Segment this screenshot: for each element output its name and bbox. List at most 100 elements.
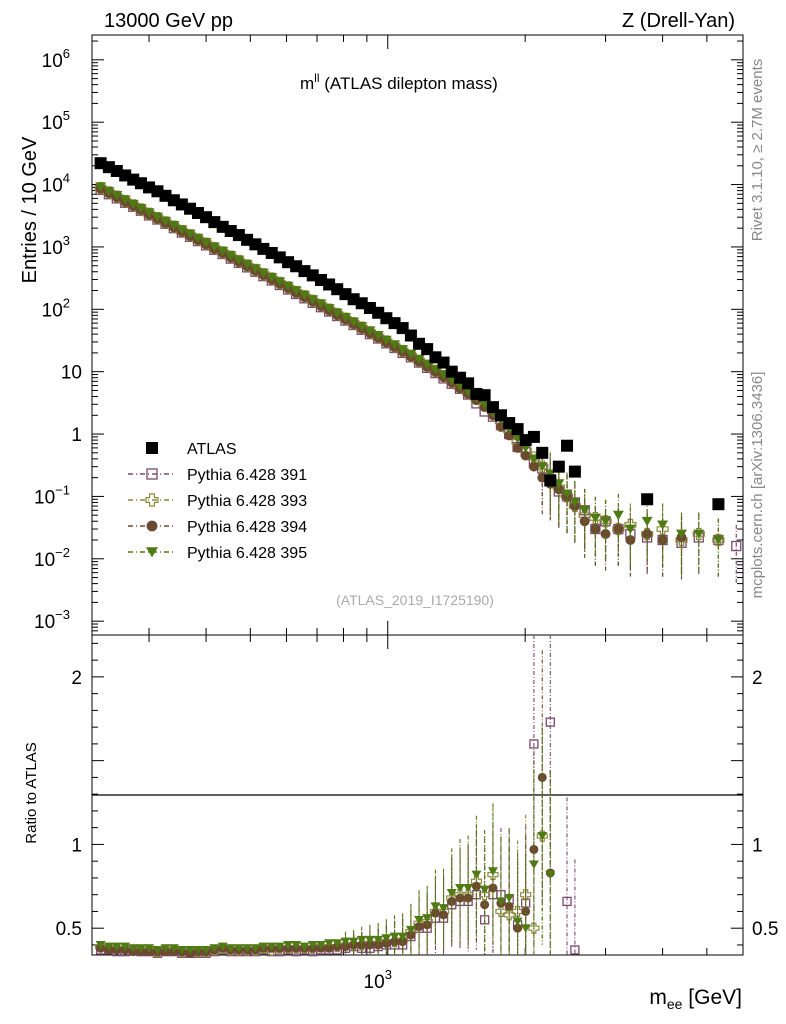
mc-point <box>397 345 409 355</box>
mc-point <box>339 313 351 323</box>
mcplots-annotation: mcplots.cern.ch [arXiv:1306.3436] <box>749 372 766 599</box>
ratio-data-points <box>95 635 580 958</box>
ratio-point <box>537 832 548 841</box>
mc-point <box>307 295 319 305</box>
ratio-point <box>447 896 457 906</box>
ratio-point <box>390 937 400 947</box>
mc-point <box>95 182 107 192</box>
mc-point <box>217 246 229 257</box>
ratio-point <box>381 938 391 948</box>
ratio-y-tick-label: 1 <box>71 835 82 856</box>
mc-point <box>579 505 591 516</box>
atlas-point <box>511 423 524 436</box>
ratio-point <box>242 944 253 953</box>
mc-point <box>528 461 539 472</box>
main-y-tick-label: 10 <box>61 363 82 384</box>
atlas-point <box>712 498 725 511</box>
analysis-watermark: (ATLAS_2019_I1725190) <box>336 592 494 608</box>
atlas-point <box>544 474 557 487</box>
ratio-point <box>324 939 335 948</box>
ratio-point <box>495 905 507 918</box>
ratio-plot: Ratio to ATLAS 0.5 0.5 1 1 2 2 103 mee [GeV] <box>23 634 778 1012</box>
atlas-point <box>552 460 565 473</box>
main-y-tick-label: 104 <box>42 171 70 197</box>
mc-point <box>624 518 637 531</box>
ratio-point <box>356 935 367 945</box>
ratio-point <box>283 940 294 950</box>
main-y-axis-label: Entries / 10 GeV <box>19 136 41 283</box>
mc-point <box>389 340 401 350</box>
ratio-point <box>463 893 473 903</box>
main-series-0 <box>94 157 725 511</box>
x-axis-label: mee [GeV] <box>649 986 742 1012</box>
ratio-point <box>422 914 433 923</box>
main-x-ticks <box>148 35 744 635</box>
ratio-series-3 <box>95 727 556 955</box>
mc-point <box>315 299 327 309</box>
ratio-y-tick-label: 2 <box>71 668 82 689</box>
ratio-point <box>520 889 532 901</box>
mc-point <box>274 277 286 287</box>
atlas-point <box>478 389 491 402</box>
mc-point <box>290 286 302 296</box>
mc-point <box>208 242 220 252</box>
ratio-point <box>168 944 179 953</box>
ratio-point <box>250 944 261 953</box>
ratio-point <box>324 943 334 953</box>
ratio-point <box>340 937 351 947</box>
mc-point <box>656 522 669 536</box>
mc-point <box>143 208 155 218</box>
ratio-point <box>537 772 547 782</box>
ratio-point <box>233 944 244 953</box>
ratio-point <box>512 905 524 918</box>
ratio-point <box>545 717 555 727</box>
main-data-points <box>94 157 742 584</box>
ratio-x-ticks: 103 <box>148 635 744 993</box>
ratio-point <box>111 942 122 952</box>
atlas-point <box>527 430 540 443</box>
mc-point <box>624 524 636 534</box>
ratio-point <box>389 932 400 942</box>
ratio-point <box>299 942 310 952</box>
legend-label: Pythia 6.428 395 <box>187 545 307 562</box>
mc-point <box>160 216 172 227</box>
ratio-point <box>307 940 318 950</box>
ratio-point <box>570 945 580 955</box>
mc-point <box>323 304 335 314</box>
atlas-point <box>536 446 549 459</box>
mc-point <box>553 484 564 495</box>
mc-point <box>348 317 360 327</box>
mc-point <box>590 524 601 534</box>
mc-point <box>520 450 531 461</box>
ratio-point <box>512 917 523 926</box>
ratio-point <box>528 860 539 870</box>
mc-point <box>225 251 237 261</box>
ratio-point <box>381 934 392 943</box>
atlas-point <box>561 439 574 452</box>
mc-point <box>249 264 261 274</box>
header-right: Z (Drell-Yan) <box>622 10 735 32</box>
mc-point <box>612 510 624 521</box>
main-y-tick-label: 10−2 <box>34 545 70 571</box>
mc-point <box>712 535 724 545</box>
ratio-point <box>430 908 440 918</box>
mc-point <box>192 233 204 244</box>
main-y-tick-label: 103 <box>42 233 70 259</box>
ratio-point <box>495 897 506 906</box>
legend-marker <box>146 547 158 558</box>
ratio-y-axis-label: Ratio to ATLAS <box>23 742 40 843</box>
mc-point <box>111 191 123 201</box>
ratio-point <box>225 944 236 953</box>
ratio-point <box>455 883 466 893</box>
ratio-point <box>291 940 302 950</box>
main-y-tick-label: 10−3 <box>34 607 70 633</box>
legend-item: Pythia 6.428 395 <box>128 545 307 562</box>
ratio-point <box>176 945 187 955</box>
ratio-point <box>406 930 416 940</box>
mc-point <box>119 195 131 205</box>
mc-point <box>413 355 425 365</box>
ratio-point <box>504 894 515 903</box>
mc-point <box>380 335 392 346</box>
legend-item: Pythia 6.428 393 <box>128 493 307 510</box>
